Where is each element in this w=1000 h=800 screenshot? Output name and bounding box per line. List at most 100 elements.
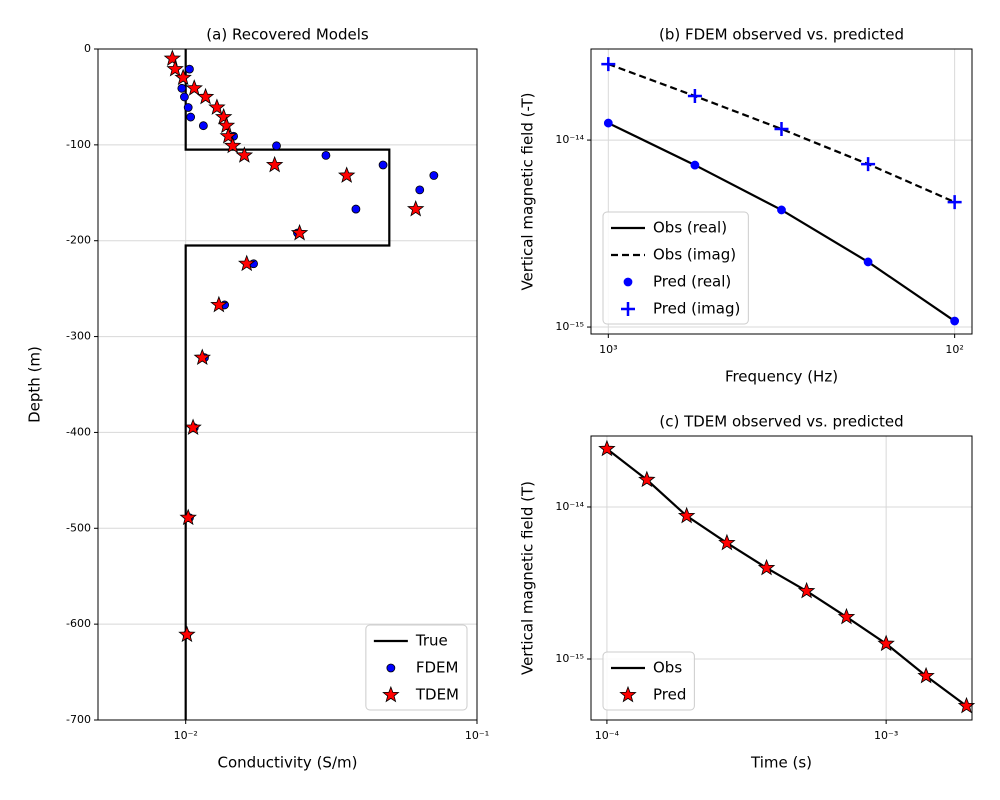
legend: Obs Pred [602,651,695,711]
legend: True FDEM TDEM [365,624,468,711]
y-tick-label: -400 [66,425,91,438]
data-point [186,112,196,122]
x-tick-label: 10⁻⁴ [595,729,620,742]
axes-frame [590,48,973,335]
y-tick-label: -700 [66,713,91,726]
y-axis-label: Depth (m) [26,346,44,423]
data-point [797,581,816,599]
data-point [429,171,439,180]
data-point [235,146,254,163]
chart-title: (c) TDEM observed vs. predicted [659,413,903,431]
data-point [238,254,256,272]
data-point [415,185,425,195]
x-tick-label: 10⁻¹ [465,729,489,742]
data-point [166,59,184,77]
data-point [861,157,876,172]
data-line [607,63,956,204]
data-point [210,295,228,313]
data-point [224,136,242,154]
data-point [180,92,189,102]
y-tick-label: -300 [66,330,91,343]
data-point [774,122,789,137]
y-tick-label: 10⁻¹⁵ [555,652,584,665]
y-tick-label: 10⁻¹⁴ [555,133,584,146]
data-point [690,160,700,170]
x-tick-label: 10² [945,343,963,356]
data-point [603,118,613,128]
data-point [214,107,233,125]
legend-label: TDEM [415,686,459,704]
data-point [687,89,702,104]
legend-label: Obs (imag) [653,246,736,264]
data-point [184,418,202,436]
data-point [378,160,388,170]
y-axis-label: Vertical magnetic field (T) [519,481,537,675]
data-point [718,533,736,551]
legend-marker [382,685,400,703]
legend-label: Obs [653,659,682,677]
x-tick-label: 10⁻³ [874,729,898,742]
x-axis-label: Conductivity (S/m) [218,754,358,772]
chart-title: (a) Recovered Models [206,26,369,44]
data-point [407,199,425,217]
y-tick-label: -100 [66,138,91,151]
data-point [185,64,194,74]
y-tick-label: -500 [66,521,91,534]
legend-label: Obs (real) [653,219,727,237]
data-point [177,83,187,93]
data-point [877,634,895,652]
y-tick-label: 10⁻¹⁵ [555,320,584,333]
data-point [757,558,776,576]
data-line [184,49,391,720]
data-point [217,116,236,134]
data-point [178,625,196,643]
y-tick-label: -600 [66,617,91,630]
data-line [606,448,968,707]
axes-frame [590,435,973,721]
data-point [185,79,203,96]
y-axis-label: Vertical magnetic field (-T) [519,92,537,290]
legend-label: True [415,632,448,650]
x-tick-label: 10⁻² [174,729,198,742]
legend-marker [619,685,637,703]
legend-marker [386,663,396,673]
x-tick-label: 10³ [599,343,617,356]
data-point [163,49,182,66]
data-point [337,166,356,183]
legend: Obs (real) Obs (imag) Pred (real) Pred (ima… [602,211,749,325]
legend-box [602,211,749,325]
y-tick-label: 10⁻¹⁴ [555,500,584,513]
y-tick-label: -200 [66,234,91,247]
data-point [917,666,935,684]
data-point [601,57,616,72]
data-point [219,127,237,144]
data-point [677,506,696,524]
data-point [598,439,616,457]
data-point [193,348,211,366]
x-axis-label: Frequency (Hz) [725,368,838,386]
data-point [638,470,656,488]
data-point [179,508,197,526]
data-point [321,151,331,160]
data-point [196,87,215,105]
legend-label: Pred [653,686,686,704]
x-axis-label: Time (s) [750,754,812,772]
data-point [272,141,281,151]
data-point [198,121,208,131]
legend-marker [621,302,635,316]
y-tick-label: 0 [84,42,91,55]
data-point [174,68,192,86]
data-point [290,223,309,241]
data-point [863,257,873,267]
chart-title: (b) FDEM observed vs. predicted [659,26,904,44]
data-point [265,155,284,173]
data-point [950,316,960,326]
data-point [351,204,361,214]
data-point [777,205,786,215]
legend-marker [623,277,633,287]
data-point [947,195,962,210]
data-point [837,607,856,625]
legend-label: Pred (imag) [653,300,740,318]
data-point [208,98,226,115]
